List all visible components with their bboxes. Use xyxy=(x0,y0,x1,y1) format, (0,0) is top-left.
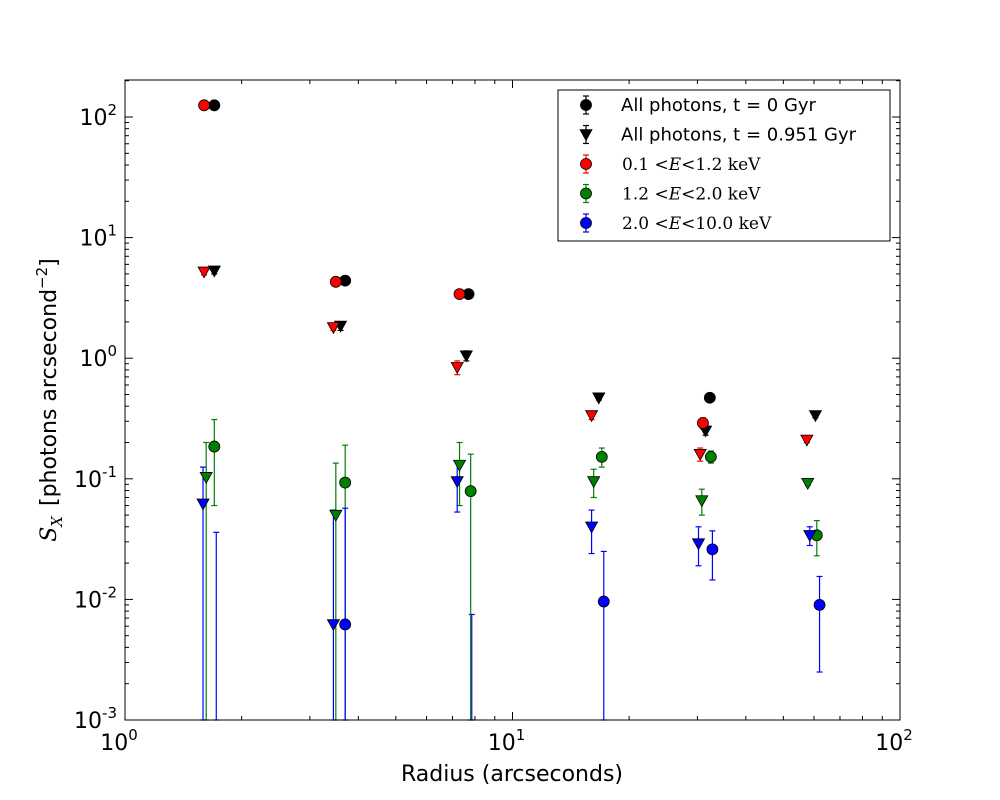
legend-marker xyxy=(580,99,592,111)
y-tick-label: 10-1 xyxy=(74,463,117,493)
data-point xyxy=(691,538,706,551)
data-point xyxy=(587,476,601,489)
data-point xyxy=(208,99,221,112)
series-markers-2 xyxy=(198,99,709,429)
y-axis-text: [photons arcsecond xyxy=(37,289,62,506)
x-tick-labels: 100 101 102 xyxy=(100,726,913,756)
data-point xyxy=(339,618,352,631)
data-point xyxy=(339,476,352,489)
data-point xyxy=(803,530,817,543)
series-markers-3 xyxy=(197,266,814,462)
y-tick-label: 10-2 xyxy=(74,583,117,613)
series-5 xyxy=(203,441,811,721)
legend-box xyxy=(557,89,891,242)
data-point xyxy=(800,434,814,447)
series-4 xyxy=(211,418,820,721)
data-point xyxy=(196,498,210,511)
series-1 xyxy=(211,267,819,436)
legend-label: 1.2 <E<2.0 keV xyxy=(622,185,761,205)
y-axis-exponent: −2 xyxy=(33,267,51,289)
y-tick-label: 100 xyxy=(79,342,117,372)
data-point xyxy=(208,440,221,453)
legend-label: 2.0 <E<10.0 keV xyxy=(622,214,772,234)
svg-text:SX[photons arcsecond−2]: SX [photons arcsecond−2] xyxy=(33,258,66,542)
data-point xyxy=(693,448,707,462)
legend-marker xyxy=(580,158,592,170)
data-point xyxy=(813,599,826,611)
series-7 xyxy=(200,460,813,721)
x-tick-label: 101 xyxy=(488,726,526,756)
legend-marker xyxy=(580,217,592,229)
x-tick-label: 102 xyxy=(875,726,913,756)
data-point xyxy=(808,410,823,423)
series-markers-7 xyxy=(196,476,817,632)
legend-label: All photons, t = 0 Gyr xyxy=(621,95,817,116)
legend-label: 0.1 <E<1.2 keV xyxy=(622,155,761,175)
data-point xyxy=(464,485,477,498)
data-point xyxy=(199,472,213,485)
legend-label: All photons, t = 0.951 Gyr xyxy=(621,125,857,146)
y-tick-label: 102 xyxy=(79,101,117,131)
data-point xyxy=(706,543,719,556)
data-point xyxy=(459,350,473,363)
legend: All photons, t = 0 Gyr All photons, t = 0… xyxy=(557,89,891,242)
y-axis-symbol-sub: X xyxy=(48,515,66,528)
y-tick-label: 10-3 xyxy=(74,704,117,734)
data-point xyxy=(703,391,716,404)
data-point xyxy=(801,477,815,490)
data-point xyxy=(450,362,464,375)
series-markers-1 xyxy=(207,265,823,438)
x-axis-label: Radius (arcseconds) xyxy=(401,762,623,787)
data-point xyxy=(450,476,464,489)
series-markers-5 xyxy=(199,459,815,522)
data-point xyxy=(198,99,210,112)
data-point xyxy=(584,410,599,423)
data-point xyxy=(453,288,466,301)
data-point xyxy=(326,619,341,632)
data-point xyxy=(704,450,717,463)
data-point xyxy=(326,322,341,335)
axis-ticks xyxy=(124,80,901,721)
data-point xyxy=(329,509,343,522)
data-point xyxy=(207,265,221,278)
x-tick-label: 100 xyxy=(100,726,138,756)
data-point xyxy=(452,459,467,472)
data-point xyxy=(197,266,211,279)
data-point xyxy=(584,521,599,534)
y-tick-labels: 10-3 10-2 10-1 100 101 102 xyxy=(74,101,117,734)
data-point xyxy=(592,392,606,405)
data-marks xyxy=(196,99,826,721)
y-axis-close: ] xyxy=(37,258,62,267)
data-point xyxy=(697,417,709,429)
series-3 xyxy=(201,268,810,462)
y-axis-symbol: S xyxy=(37,527,62,542)
data-point xyxy=(695,495,709,508)
data-point xyxy=(329,275,342,288)
series-6 xyxy=(342,507,823,721)
y-tick-label: 101 xyxy=(79,222,117,252)
legend-marker xyxy=(580,187,592,200)
series-markers-0 xyxy=(208,99,716,404)
legend-marker xyxy=(579,129,593,142)
y-axis-label: SX [photons arcsecond−2] xyxy=(33,258,66,542)
series-markers-4 xyxy=(208,440,823,542)
series-markers-6 xyxy=(339,543,826,631)
data-point xyxy=(595,450,608,463)
data-point xyxy=(597,595,610,608)
